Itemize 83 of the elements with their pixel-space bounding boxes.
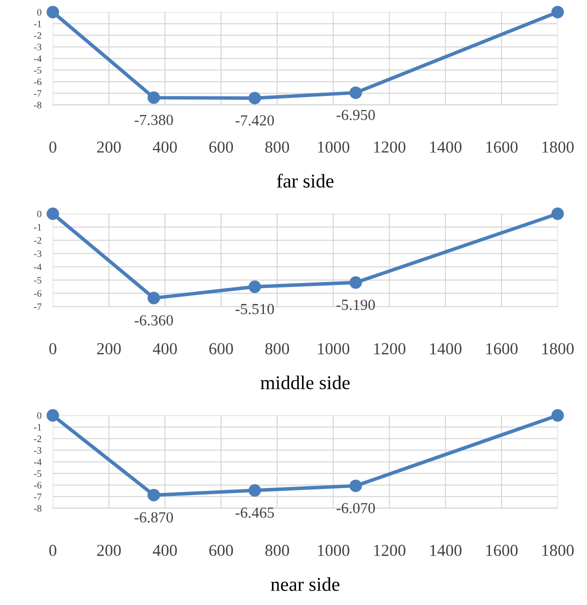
x-tick-label: 0 <box>49 544 56 556</box>
y-tick-label: -2 <box>34 436 42 442</box>
x-tick-label: 1800 <box>542 141 574 153</box>
x-tick-label: 400 <box>152 544 177 556</box>
data-label: -5.190 <box>336 300 375 310</box>
y-tick-label: -4 <box>34 264 42 270</box>
point <box>551 409 564 422</box>
x-tick-label: 600 <box>209 544 233 556</box>
x-tick-label: 1200 <box>374 544 406 556</box>
y-tick-label: -6 <box>34 290 42 297</box>
x-tick-label: 0 <box>49 141 56 153</box>
x-tick-label: 800 <box>265 544 290 556</box>
y-tick-label: -5 <box>34 67 42 74</box>
text: near side <box>270 577 340 591</box>
x-tick-label: 200 <box>97 141 121 153</box>
point <box>148 488 160 502</box>
x-tick-label: 0 <box>49 343 56 354</box>
y-tick-label: -6 <box>34 78 42 86</box>
data-label: -6.950 <box>336 110 375 120</box>
y-tick-label: -4 <box>34 55 42 62</box>
y-tick-label: -3 <box>34 447 42 454</box>
point <box>46 409 60 422</box>
y-tick-label: 0 <box>37 9 42 16</box>
point <box>248 92 262 104</box>
y-tick-label: -6 <box>34 482 42 488</box>
data-label: -6.070 <box>336 502 375 514</box>
y-tick-label: -2 <box>34 32 42 39</box>
x-tick-label: 600 <box>209 343 233 354</box>
y-tick-label: -8 <box>34 102 42 108</box>
x-tick-label: 1200 <box>374 141 406 153</box>
x-tick-label: 1000 <box>318 141 350 153</box>
y-tick-label: -8 <box>34 505 42 512</box>
y-tick-label: -7 <box>34 494 42 500</box>
y-tick-label: 0 <box>37 412 42 419</box>
x-tick-label: 1000 <box>318 544 350 556</box>
x-tick-label: 400 <box>152 141 177 153</box>
y-tick-label: -5 <box>34 470 42 477</box>
y-tick-label: -7 <box>34 304 42 310</box>
point <box>349 480 362 492</box>
x-tick-label: 200 <box>97 544 121 556</box>
x-tick-label: 800 <box>265 343 290 354</box>
x-tick-label: 600 <box>209 141 233 153</box>
y-tick-label: -5 <box>34 277 42 284</box>
x-tick-label: 1600 <box>486 141 518 153</box>
x-tick-label: 1800 <box>542 343 574 354</box>
y-tick-label: -1 <box>34 424 42 430</box>
data-label: -6.870 <box>134 512 173 523</box>
x-tick-label: 1800 <box>542 544 574 556</box>
data-label: -6.360 <box>134 315 173 326</box>
y-tick-label: -2 <box>34 237 42 244</box>
data-label: -7.380 <box>134 114 173 126</box>
point <box>148 91 160 104</box>
y-tick-label: -1 <box>34 20 42 28</box>
y-tick-label: -3 <box>34 250 42 257</box>
data-label: -6.465 <box>236 508 274 518</box>
y-tick-label: -1 <box>34 224 42 230</box>
data-label: -7.420 <box>236 115 274 126</box>
point <box>46 6 60 18</box>
point <box>248 484 262 497</box>
x-tick-label: 800 <box>265 141 290 153</box>
y-tick-label: -4 <box>34 458 42 466</box>
x-tick-label: 1400 <box>430 141 462 153</box>
x-tick-label: 1200 <box>374 343 406 354</box>
point <box>551 208 564 220</box>
x-tick-label: 1400 <box>430 544 462 556</box>
x-tick-label: 1600 <box>486 343 518 354</box>
x-tick-label: 1400 <box>430 343 462 354</box>
data-label: -5.510 <box>236 304 274 314</box>
y-tick-label: 0 <box>37 210 42 218</box>
point <box>551 6 564 18</box>
x-tick-label: 200 <box>97 343 121 354</box>
point <box>46 208 60 220</box>
x-tick-label: 400 <box>152 343 177 354</box>
point <box>349 86 362 99</box>
point <box>248 280 262 294</box>
point <box>148 292 160 304</box>
point <box>349 276 362 289</box>
y-tick-label: -3 <box>34 44 42 50</box>
y-tick-label: -7 <box>34 90 42 97</box>
text: far side <box>276 174 334 188</box>
x-tick-label: 1000 <box>318 343 350 354</box>
text: middle side <box>260 376 350 390</box>
x-tick-label: 1600 <box>486 544 518 556</box>
